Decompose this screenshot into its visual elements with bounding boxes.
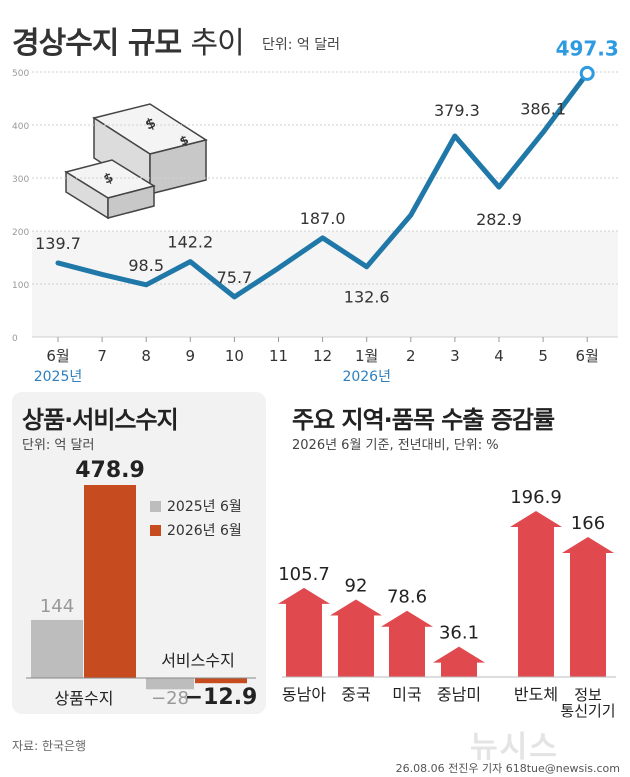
panel-title: 주요 지역·품목 수출 증감률: [292, 406, 555, 434]
x-tick-label: 11: [269, 347, 288, 365]
arrow-bar: [278, 587, 330, 677]
data-label: 386.1: [520, 99, 566, 118]
goods-services-panel: 상품·서비스수지 단위: 억 달러 2025년 6월 2026년 6월 144 4…: [12, 392, 266, 714]
year-label: 2025년: [34, 369, 83, 385]
bar-value-label: 78.6: [387, 587, 427, 608]
year-label: 2026년: [342, 369, 391, 385]
data-label: 139.7: [35, 234, 81, 253]
legend-swatch: [150, 501, 161, 512]
data-label: 187.0: [300, 209, 346, 228]
legend-swatch: [150, 525, 161, 536]
legend-item-2026: 2026년 6월: [150, 520, 242, 540]
x-tick-label: 4: [494, 347, 504, 365]
money-stack-front-icon: $: [64, 159, 156, 220]
arrow-bar: [433, 646, 485, 677]
category-label: 통신기기: [560, 702, 615, 720]
panel-title: 상품·서비스수지: [22, 406, 179, 434]
source-text: 자료: 한국은행: [12, 739, 87, 753]
bar-value-label: 92: [345, 575, 368, 596]
y-tick-label: 0: [12, 334, 18, 344]
x-tick-label: 6월: [576, 347, 599, 365]
panel-unit: 단위: 억 달러: [22, 438, 95, 453]
x-tick-label: 5: [538, 347, 548, 365]
category-label: 중국: [341, 685, 370, 704]
data-label: 379.3: [434, 101, 480, 120]
bar-value-label: 144: [40, 596, 74, 617]
title-sub: 추이: [190, 26, 245, 61]
x-axis: 6월 7 8 9 10 11 12 1월 2 3 4 5 6월 2025년 2026년: [34, 337, 599, 385]
data-label: 75.7: [217, 268, 253, 287]
bar-value-label: −12.9: [185, 685, 258, 710]
bar-value-label: 166: [571, 513, 605, 534]
y-tick-label: 300: [12, 175, 29, 185]
y-tick-label: 200: [12, 228, 29, 238]
bar-value-label: 196.9: [510, 487, 562, 508]
export-growth-svg: 105.7 동남아 92 중국 78.6 미국 36.1 중남미 196.9 반도체 166 정보통신…: [278, 487, 616, 720]
watermark: 뉴시스: [470, 730, 559, 765]
x-tick-label: 9: [186, 347, 196, 365]
line-chart-svg: $ $ $ 0 100 200 300 400 500 6월 7 8 9 10 11 12 1월 2 3 4 5…: [12, 36, 619, 385]
goods-services-svg: 144 478.9 −28−12.9 상품수지 서비스수지: [26, 458, 258, 710]
category-label: 동남아: [282, 685, 326, 704]
bar-goods-2025: [31, 619, 83, 678]
y-tick-label: 400: [12, 122, 29, 132]
category-label: 미국: [392, 685, 421, 704]
latest-point-marker: [579, 65, 595, 81]
y-tick-label: 100: [12, 281, 29, 291]
bar-goods-2026: [84, 485, 136, 678]
legend-item-2025: 2025년 6월: [150, 496, 242, 516]
current-account-chart: 경상수지 규모 추이 단위: 억 달러 $ $ $ 0 100 200 300 400 5…: [12, 18, 619, 385]
data-label-latest: 497.3: [556, 36, 619, 60]
legend-label: 2026년 6월: [167, 523, 242, 539]
x-tick-label: 12: [313, 347, 332, 365]
bar-value-label: 105.7: [278, 564, 330, 585]
x-tick-label: 6월: [46, 347, 69, 365]
data-label: 98.5: [128, 256, 164, 275]
chart-title: 경상수지 규모 추이: [12, 18, 245, 62]
data-label: 142.2: [167, 233, 213, 252]
arrow-bar: [381, 610, 433, 677]
category-label: 정보: [574, 686, 602, 704]
panel-subtitle: 2026년 6월 기준, 전년대비, 단위: %: [292, 438, 499, 453]
arrow-bar: [562, 537, 614, 677]
arrow-bar: [330, 599, 382, 677]
data-label: 282.9: [476, 210, 522, 229]
credit-text: 26.08.06 전진우 기자 618tue@newsis.com: [395, 762, 620, 775]
category-label: 중남미: [437, 685, 481, 704]
bar-services-2025: [146, 678, 194, 690]
y-tick-label: 500: [12, 69, 29, 79]
x-tick-label: 7: [97, 347, 107, 365]
x-tick-label: 3: [450, 347, 460, 365]
data-label: 132.6: [344, 288, 390, 307]
bar-value-label: 36.1: [439, 623, 479, 644]
legend-label: 2025년 6월: [167, 499, 242, 515]
bar-value-label: −28: [151, 688, 189, 709]
x-tick-label: 1월: [355, 347, 378, 365]
arrow-bar: [510, 511, 562, 677]
bar-value-label: 478.9: [75, 458, 145, 483]
export-growth-panel: 주요 지역·품목 수출 증감률 2026년 6월 기준, 전년대비, 단위: %…: [276, 392, 618, 720]
category-label: 상품수지: [55, 689, 114, 708]
bar-services-2026: [195, 678, 247, 684]
category-label: 반도체: [514, 685, 558, 704]
y-gridlines: 0 100 200 300 400 500: [12, 69, 618, 344]
x-tick-label: 10: [225, 347, 244, 365]
title-main: 경상수지 규모: [12, 26, 182, 61]
money-illustration: $ $ $: [64, 103, 208, 220]
category-label: 서비스수지: [161, 651, 235, 670]
unit-label: 단위: 억 달러: [262, 37, 341, 53]
current-account-line: [55, 70, 590, 300]
x-tick-label: 8: [141, 347, 151, 365]
x-tick-label: 2: [406, 347, 416, 365]
